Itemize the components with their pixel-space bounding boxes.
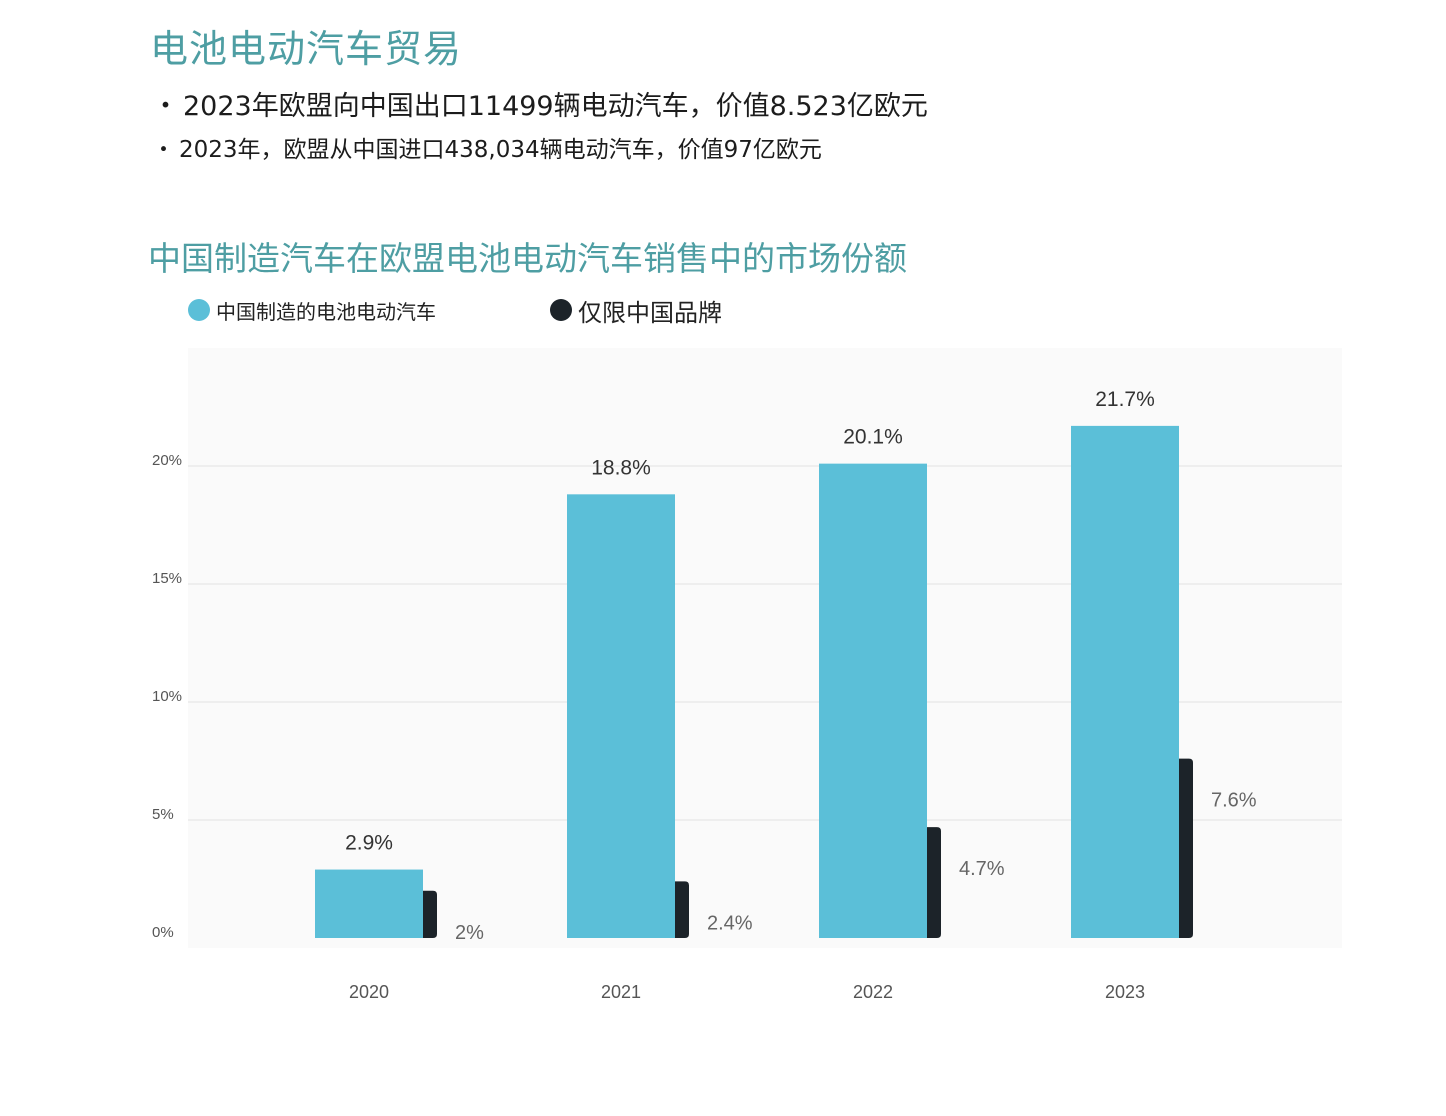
chart-title: 中国制造汽车在欧盟电池电动汽车销售中的市场份额	[148, 239, 907, 278]
y-tick-label: 15%	[152, 570, 182, 587]
legend-swatch-chinese-brands	[550, 299, 572, 321]
x-tick-label: 2023	[1105, 982, 1145, 1002]
data-label-chinese-brands: 2%	[455, 922, 484, 944]
x-tick-label: 2020	[349, 982, 389, 1002]
bar-chinese-brands	[1179, 758, 1193, 938]
bar-made-in-china	[315, 869, 423, 938]
legend-label-chinese-brands: 仅限中国品牌	[578, 298, 722, 327]
data-label-made-in-china: 20.1%	[843, 426, 903, 449]
bar-made-in-china	[567, 494, 675, 938]
bar-chinese-brands	[675, 881, 689, 938]
x-tick-label: 2022	[853, 982, 893, 1002]
data-label-made-in-china: 21.7%	[1095, 388, 1155, 411]
data-label-made-in-china: 2.9%	[345, 832, 393, 855]
bar-made-in-china	[819, 463, 927, 938]
bullet-import-text: 2023年，欧盟从中国进口438,034辆电动汽车，价值97亿欧元	[179, 137, 822, 163]
bullet-marker: ・	[152, 91, 179, 122]
bullet-import: ・ 2023年，欧盟从中国进口438,034辆电动汽车，价值97亿欧元	[152, 130, 822, 164]
legend-item-made-in-china: 中国制造的电池电动汽车	[188, 292, 436, 328]
page-title: 电池电动汽车贸易	[150, 27, 463, 71]
y-tick-label: 10%	[152, 688, 182, 705]
y-tick-label: 20%	[152, 452, 182, 469]
legend-item-chinese-brands: 仅限中国品牌	[550, 292, 722, 328]
bar-chinese-brands	[927, 827, 941, 938]
legend-label-made-in-china: 中国制造的电池电动汽车	[216, 299, 436, 324]
legend-swatch-made-in-china	[188, 299, 210, 321]
data-label-chinese-brands: 7.6%	[1211, 790, 1257, 812]
bullet-export: ・ 2023年欧盟向中国出口11499辆电动汽车，价值8.523亿欧元	[152, 84, 928, 123]
y-tick-label: 5%	[152, 806, 174, 823]
data-label-chinese-brands: 4.7%	[959, 858, 1005, 880]
bullet-export-text: 2023年欧盟向中国出口11499辆电动汽车，价值8.523亿欧元	[183, 91, 928, 122]
bar-chinese-brands	[423, 890, 437, 938]
y-tick-label: 0%	[152, 924, 174, 941]
data-label-made-in-china: 18.8%	[591, 456, 651, 479]
bullet-marker: ・	[152, 137, 175, 163]
bar-made-in-china	[1071, 425, 1179, 938]
x-tick-label: 2021	[601, 982, 641, 1002]
data-label-chinese-brands: 2.4%	[707, 912, 753, 934]
